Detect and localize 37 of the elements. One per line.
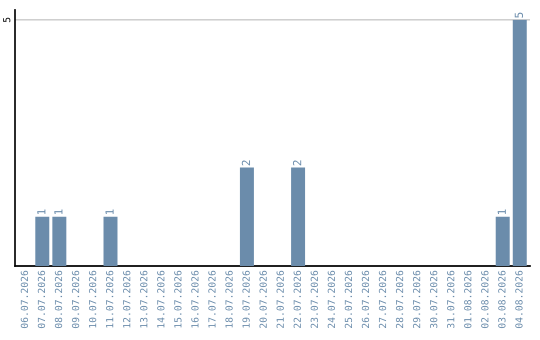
x-tick-label: 17.07.2026 xyxy=(208,270,216,328)
x-tick-label: 30.07.2026 xyxy=(430,270,438,328)
x-tick-label: 10.07.2026 xyxy=(88,270,96,328)
x-tick-label: 24.07.2026 xyxy=(328,270,336,328)
data-label: 2 xyxy=(242,160,250,166)
data-label: 5 xyxy=(514,12,524,18)
x-tick-label: 18.07.2026 xyxy=(225,270,233,328)
data-label: 1 xyxy=(105,209,114,214)
x-tick-label: 26.07.2026 xyxy=(362,270,370,328)
x-tick-label: 12.07.2026 xyxy=(123,270,130,328)
x-tick-label: 01.08.2026 xyxy=(464,270,472,328)
x-tick-label: 11.07.2026 xyxy=(106,270,114,328)
x-tick-label: 29.07.2026 xyxy=(412,270,420,328)
x-tick-label: 27.07.2026 xyxy=(378,270,386,328)
x-tick-label: 16.07.2026 xyxy=(191,270,199,328)
x-tick-label: 13.07.2026 xyxy=(140,270,148,328)
x-tick-label: 09.07.2026 xyxy=(72,270,80,328)
x-tick-label: 28.07.2026 xyxy=(396,270,404,328)
x-tick-label: 19.07.2026 xyxy=(242,270,250,328)
x-tick-label: 06.07.2026 xyxy=(20,270,28,328)
x-tick-label: 21.07.2026 xyxy=(276,270,284,328)
x-tick-label: 08.07.2026 xyxy=(54,270,62,328)
x-tick-label: 20.07.2026 xyxy=(259,270,267,328)
x-tick-label: 23.07.2026 xyxy=(310,270,318,328)
data-label: 1 xyxy=(54,209,62,214)
x-tick-label: 22.07.2026 xyxy=(294,270,301,328)
x-tick-label: 03.08.2026 xyxy=(498,270,506,328)
x-tick-label: 07.07.2026 xyxy=(38,270,46,328)
x-tick-label: 15.07.2026 xyxy=(174,270,182,328)
data-label: 1 xyxy=(37,209,46,214)
x-tick-label: 31.07.2026 xyxy=(447,270,454,328)
data-label: 1 xyxy=(498,209,506,214)
x-tick-label: 14.07.2026 xyxy=(157,270,164,328)
data-label: 2 xyxy=(292,160,302,166)
x-tick-label: 25.07.2026 xyxy=(344,270,352,328)
x-tick-label: 04.08.2026 xyxy=(515,270,523,328)
x-tick-label: 02.08.2026 xyxy=(481,270,489,328)
